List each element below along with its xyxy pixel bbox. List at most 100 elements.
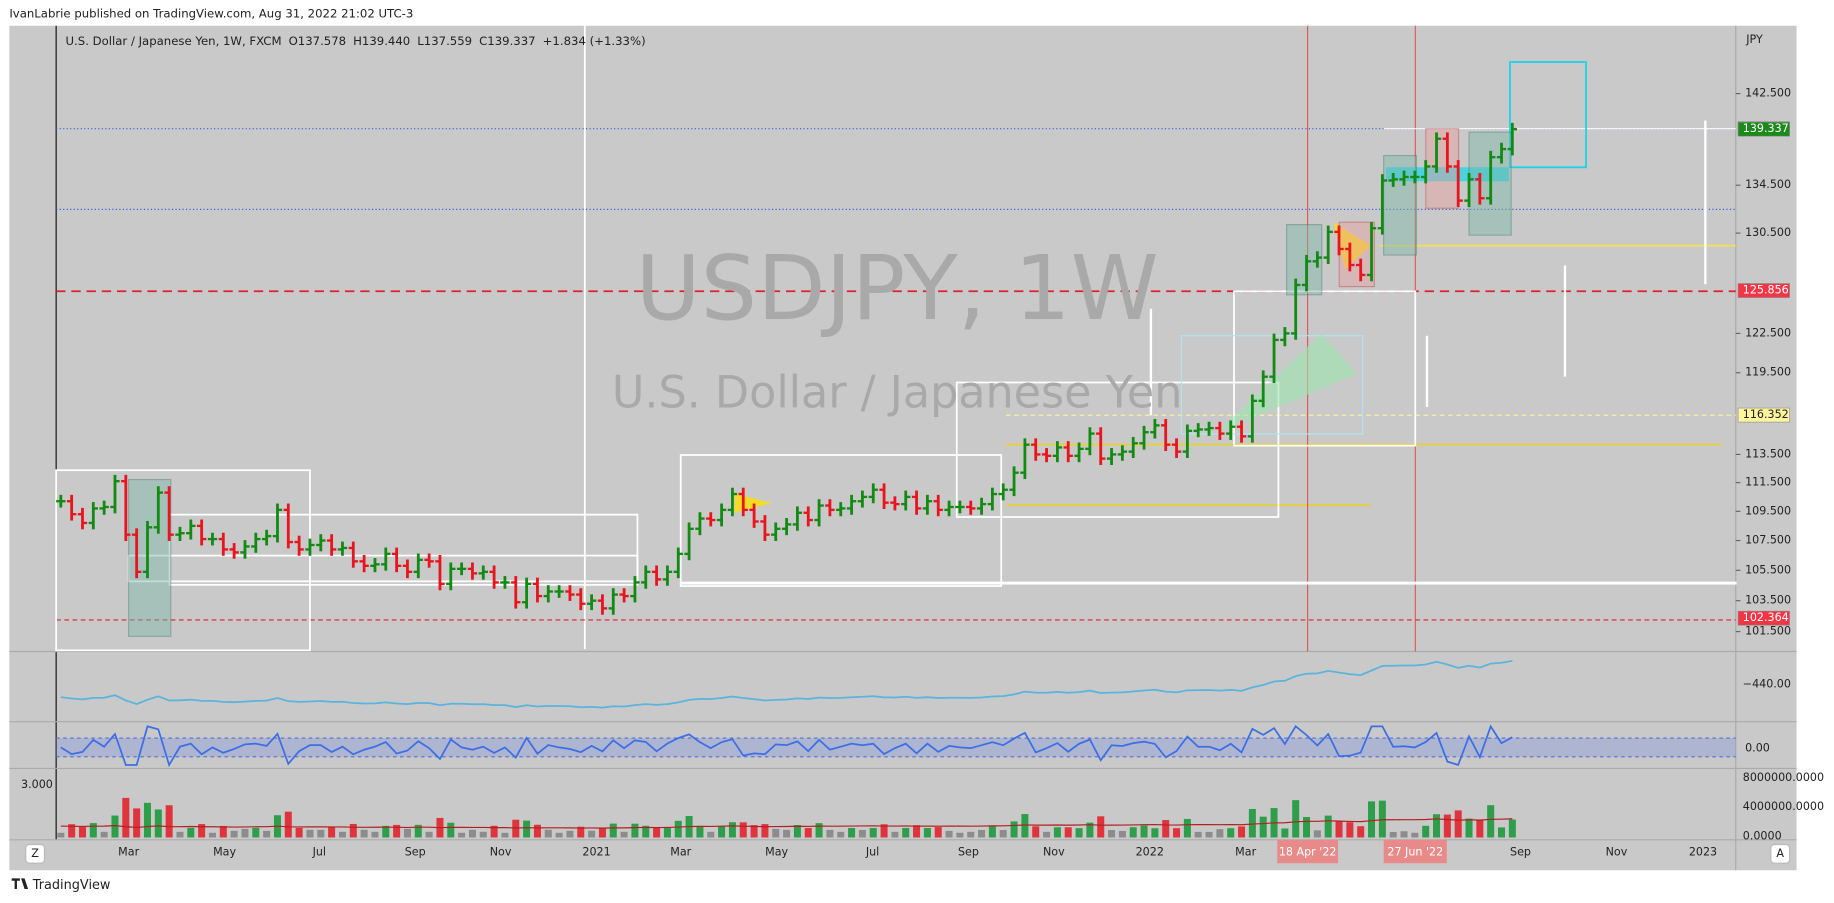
volume-bar — [414, 824, 422, 838]
time-label: Sep — [1510, 846, 1531, 859]
price-bar — [586, 594, 597, 611]
price-bar — [565, 585, 575, 601]
y-tick-label: 101.500 — [1745, 625, 1791, 638]
price-label: 139.337 — [1743, 122, 1789, 135]
volume-bar — [577, 826, 585, 838]
volume-bar — [1324, 815, 1332, 838]
volume-bar — [1097, 816, 1105, 838]
volume-bar — [219, 825, 227, 838]
volume-bar — [826, 829, 834, 838]
volume-bar — [165, 805, 173, 838]
price-bar — [142, 520, 153, 579]
volume-bar — [338, 831, 346, 838]
price-bar — [1052, 441, 1063, 463]
price-bar — [500, 576, 510, 589]
price-bar — [727, 487, 738, 517]
volume-bar — [1108, 830, 1116, 838]
price-bar — [641, 565, 651, 589]
volume-bar — [1151, 828, 1159, 838]
volume-bar — [1303, 816, 1311, 838]
volume-bar — [653, 827, 661, 838]
price-bar — [294, 535, 304, 556]
price-bar — [467, 562, 478, 580]
time-label: Mar — [670, 846, 691, 859]
price-bar — [326, 534, 337, 556]
price-bar — [489, 565, 499, 589]
volume-bar — [78, 827, 86, 838]
volume-bar — [674, 820, 682, 838]
price-bar — [1356, 258, 1366, 282]
price-bar — [706, 512, 716, 527]
time-label: Sep — [958, 846, 979, 859]
price-bar — [305, 538, 315, 556]
chart-pane — [9, 25, 1797, 871]
volume-bar — [1443, 814, 1451, 838]
volume-bar — [490, 825, 498, 838]
volume-bar — [1389, 832, 1397, 838]
price-bar — [922, 494, 933, 515]
price-bar — [955, 500, 965, 514]
y-tick-label: 103.500 — [1745, 594, 1791, 607]
volume-bar — [566, 830, 574, 838]
price-bar — [1139, 425, 1149, 450]
time-label: Nov — [1043, 846, 1065, 859]
price-bar — [88, 502, 98, 530]
volume-bar — [1378, 800, 1386, 838]
price-bar — [771, 522, 781, 542]
price-bar — [207, 532, 218, 546]
button-a[interactable]: A — [1776, 847, 1784, 860]
price-bar — [825, 499, 835, 517]
footer-brand: TradingView — [32, 878, 111, 893]
volume-bar — [1194, 831, 1202, 838]
time-label: 2023 — [1689, 846, 1717, 859]
volume-bar — [512, 819, 520, 838]
price-bar — [1291, 278, 1301, 340]
time-label: Nov — [1606, 846, 1628, 859]
time-label: Nov — [490, 846, 512, 859]
volume-bar — [1140, 825, 1148, 838]
price-bar — [391, 547, 402, 573]
volume-bar — [403, 828, 411, 838]
volume-bar — [750, 825, 758, 838]
price-bar — [164, 486, 174, 542]
price-bar — [608, 588, 618, 615]
price-bar — [760, 515, 770, 542]
price-bar — [879, 483, 889, 510]
price-bar — [662, 565, 673, 586]
price-bar — [1009, 466, 1019, 497]
rsi-line — [60, 724, 1513, 768]
volume-bar — [425, 831, 433, 838]
volume-bar — [1411, 832, 1419, 838]
volume-label: 0.0000 — [1743, 829, 1782, 842]
volume-bar — [111, 815, 119, 838]
volume-bar — [609, 823, 617, 838]
price-bar — [1431, 132, 1442, 173]
legend-open: O137.578 — [289, 33, 347, 47]
price-bar — [868, 483, 878, 504]
y-tick-label: 134.500 — [1745, 178, 1791, 191]
price-bar — [1453, 160, 1463, 207]
price-bar — [511, 576, 521, 609]
price-bar — [240, 540, 250, 559]
price-bar — [554, 585, 564, 598]
volume-bar — [479, 831, 487, 838]
price-bar — [1161, 419, 1171, 452]
time-label: May — [213, 846, 236, 859]
volume-label: 4000000.0000 — [1743, 800, 1824, 813]
volume-bar — [1346, 822, 1354, 838]
price-bar — [1258, 370, 1268, 408]
volume-bar — [122, 797, 130, 838]
volume-bar — [1476, 820, 1484, 838]
y-tick-label: 130.500 — [1745, 226, 1791, 239]
button-z[interactable]: Z — [31, 847, 39, 860]
price-bar — [1301, 254, 1312, 292]
price-label-box — [1737, 121, 1790, 137]
price-bar — [911, 490, 922, 515]
time-label: 2021 — [582, 846, 610, 859]
price-bar — [99, 500, 109, 515]
volume-bar — [1487, 805, 1495, 838]
price-bar — [110, 474, 120, 514]
price-bar — [456, 562, 467, 576]
price-bar — [976, 497, 987, 515]
volume-bar — [458, 832, 466, 838]
